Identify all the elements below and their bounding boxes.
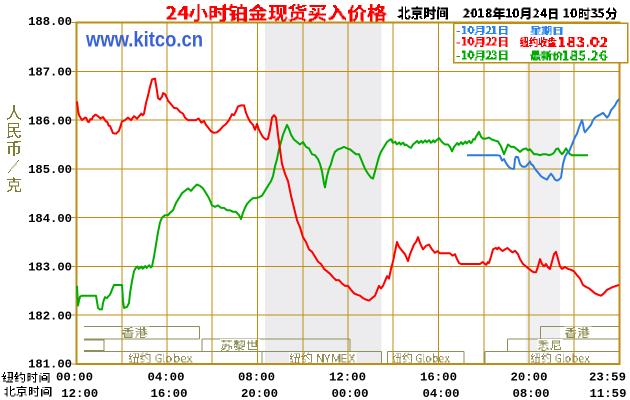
svg-text:00:00: 00:00 [56,370,93,384]
svg-text:181.00: 181.00 [28,358,72,372]
svg-text:186.00: 186.00 [28,114,72,128]
svg-text:185.00: 185.00 [28,163,72,177]
svg-text:04:00: 04:00 [423,387,460,400]
svg-text:00:00: 00:00 [332,387,369,400]
svg-text:184.00: 184.00 [28,212,72,226]
svg-text:12:00: 12:00 [329,370,366,384]
svg-text:187.00: 187.00 [28,66,72,80]
svg-text:16:00: 16:00 [151,387,188,400]
svg-text:16:00: 16:00 [420,370,457,384]
svg-text:04:00: 04:00 [148,370,185,384]
svg-text:08:00: 08:00 [238,370,275,384]
svg-text:20:00: 20:00 [241,387,278,400]
svg-text:23:59: 23:59 [589,370,626,384]
svg-text:20:00: 20:00 [511,370,548,384]
svg-text:11:59: 11:59 [590,387,627,400]
svg-text:183.00: 183.00 [28,261,72,275]
svg-text:08:00: 08:00 [513,387,550,400]
svg-text:12:00: 12:00 [61,387,98,400]
svg-text:182.00: 182.00 [28,309,72,323]
svg-text:188.00: 188.00 [28,15,72,29]
svg-text:www.kitco.cn: www.kitco.cn [85,29,203,52]
